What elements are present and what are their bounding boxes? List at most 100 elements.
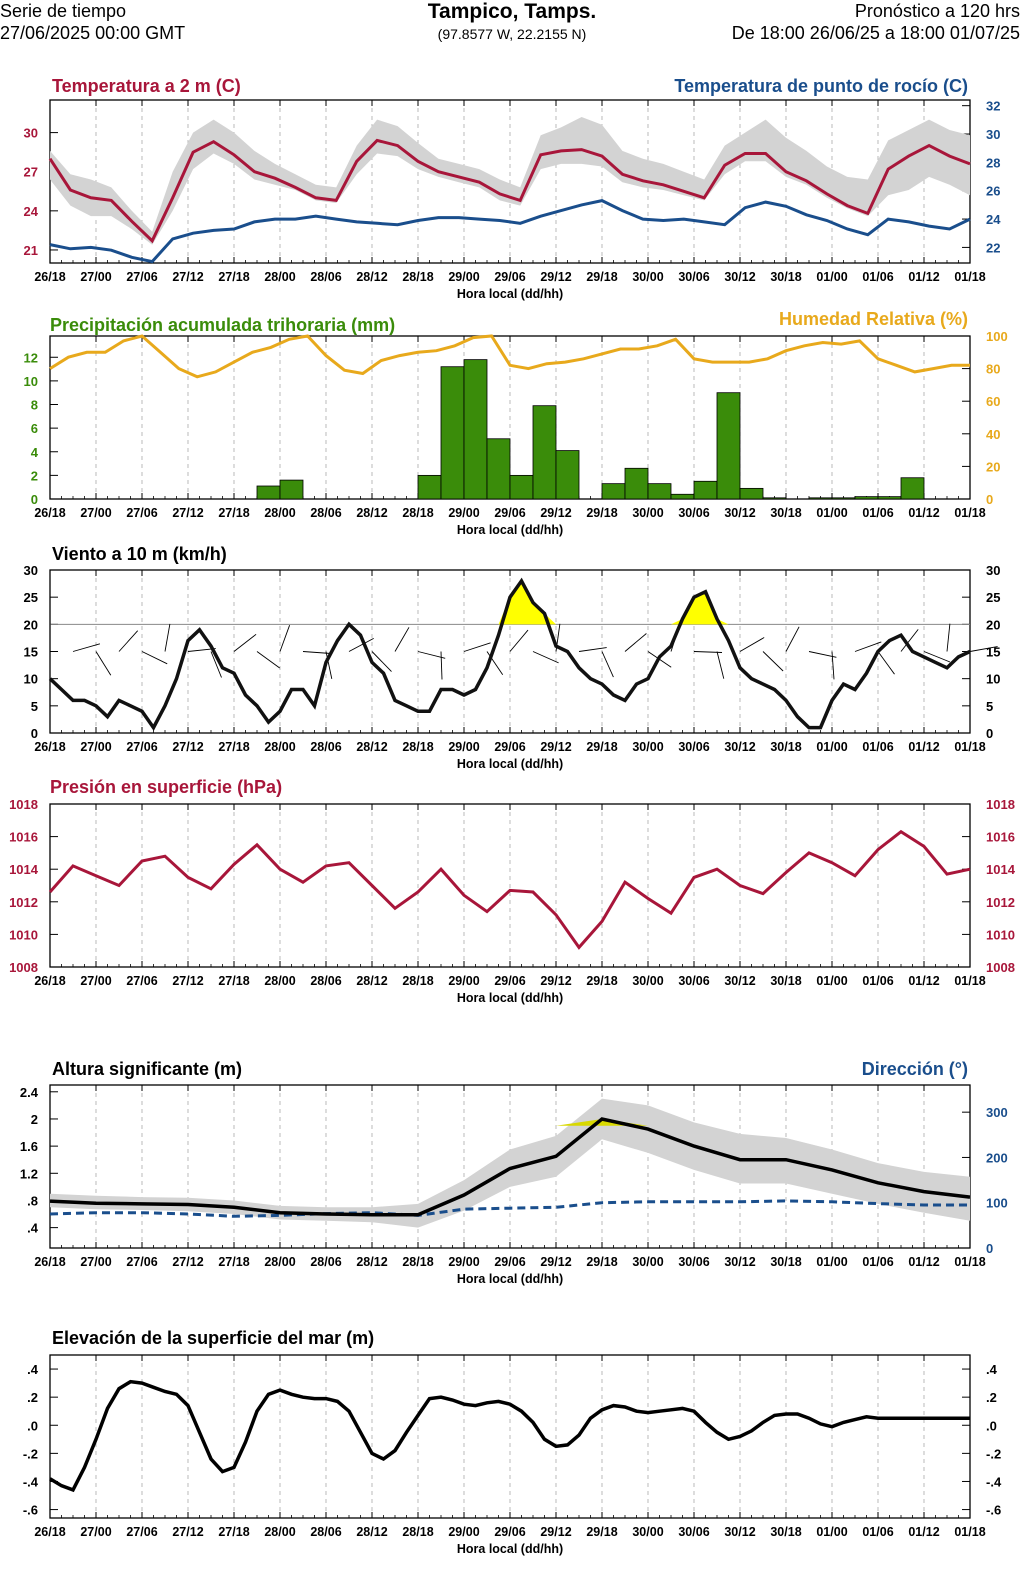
y-tick-label: 100	[986, 1196, 1008, 1211]
x-tick-label: 28/06	[310, 506, 341, 520]
precip-bar	[601, 483, 626, 500]
y-tick-label: 10	[24, 672, 38, 687]
wind-speed-line	[48, 577, 971, 731]
x-tick-label: 27/06	[126, 1525, 157, 1539]
y-tick-label: 80	[986, 362, 1000, 377]
precip-bar	[670, 493, 695, 500]
y-tick-label: 100	[986, 329, 1008, 344]
x-tick-label: 29/12	[540, 1255, 571, 1269]
precip-bar	[877, 496, 902, 500]
wind-barb	[601, 651, 614, 678]
y-tick-label: 26	[986, 184, 1000, 199]
y-tick-label: -.4	[986, 1474, 1002, 1489]
x-tick-label: 29/06	[494, 1525, 525, 1539]
dewpoint-line	[49, 199, 971, 264]
x-tick-label: 28/12	[356, 974, 387, 988]
series-label: Serie de tiempo	[0, 1, 127, 21]
y-tick-label: -.2	[23, 1446, 38, 1461]
y-tick-label: 1008	[986, 960, 1015, 975]
forecast-period: De 18:00 26/06/25 a 18:00 01/07/25	[731, 23, 1020, 43]
y-tick-label: 22	[986, 240, 1000, 255]
wind-barb	[72, 643, 101, 652]
x-tick-label: 27/06	[126, 974, 157, 988]
wind-above-threshold-fill	[533, 602, 545, 625]
header-right: Pronóstico a 120 hrs De 18:00 26/06/25 a…	[732, 0, 1020, 44]
precip-bar	[900, 477, 925, 500]
y-tick-label: .2	[27, 1390, 38, 1405]
x-tick-label: 30/00	[632, 270, 663, 284]
x-tick-label: 29/18	[586, 270, 617, 284]
y-tick-label: -.2	[986, 1446, 1001, 1461]
y-tick-label: 8	[31, 398, 38, 413]
precip-bar	[555, 450, 580, 500]
x-axis-label: Hora local (dd/hh)	[457, 757, 563, 771]
wind-barb	[325, 651, 333, 679]
x-tick-label: 27/12	[172, 974, 203, 988]
y-tick-label: 2	[31, 468, 38, 483]
x-tick-label: 27/18	[218, 740, 249, 754]
y-tick-label: .8	[27, 1193, 38, 1208]
wind-barb	[371, 651, 392, 672]
x-tick-label: 28/06	[310, 740, 341, 754]
y-tick-label: 30	[24, 563, 38, 578]
x-tick-label: 27/00	[80, 270, 111, 284]
wind-barb	[900, 629, 919, 652]
precip-bar	[831, 497, 856, 500]
y-tick-label: 0	[31, 492, 38, 507]
x-tick-label: 28/12	[356, 1255, 387, 1269]
wind-above-threshold-fill	[521, 580, 533, 625]
x-tick-label: 30/12	[724, 740, 755, 754]
y-tick-label: 1012	[986, 895, 1015, 910]
panel-temperature: 26/18 27/00 27/06 27/12 27/18 28/00 28/06 28/12…	[24, 76, 1002, 301]
y-tick-label: 5	[986, 699, 993, 714]
y-tick-label: 0	[986, 1241, 993, 1256]
x-tick-label: 28/18	[402, 1525, 433, 1539]
y-tick-label: 1.2	[20, 1166, 38, 1181]
x-tick-label: 29/18	[586, 740, 617, 754]
y-tick-label: 20	[24, 617, 38, 632]
y-tick-label: 15	[24, 645, 38, 660]
y-tick-label: 30	[986, 563, 1000, 578]
x-tick-label: 01/00	[816, 1525, 847, 1539]
x-tick-label: 01/06	[862, 740, 893, 754]
chart-title: Viento a 10 m (km/h)	[52, 544, 227, 564]
y-tick-label: 5	[31, 699, 38, 714]
x-tick-label: 01/12	[908, 506, 939, 520]
x-tick-label: 30/12	[724, 1255, 755, 1269]
x-axis-label: Hora local (dd/hh)	[457, 991, 563, 1005]
x-tick-label: 30/12	[724, 1525, 755, 1539]
y-tick-label: -.4	[23, 1474, 39, 1489]
x-tick-label: 30/06	[678, 270, 709, 284]
panel-pressure: 26/18 27/00 27/06 27/12 27/18 28/00 28/06 28/12…	[9, 777, 1016, 1005]
wave-direction-line	[49, 1199, 970, 1218]
panel-wind: 26/18 27/00 27/06 27/12 27/18 28/00 28/06 28/12…	[24, 544, 1001, 771]
precip-bar	[854, 496, 879, 500]
precip-bar	[716, 392, 741, 500]
x-tick-label: 28/18	[402, 270, 433, 284]
x-tick-label: 27/12	[172, 506, 203, 520]
x-tick-label: 01/18	[954, 1255, 985, 1269]
x-tick-label: 01/06	[862, 270, 893, 284]
wind-barb	[233, 633, 257, 652]
x-tick-label: 29/12	[540, 270, 571, 284]
precip-bar	[486, 438, 511, 500]
x-axis-label: Hora local (dd/hh)	[457, 523, 563, 537]
y-tick-label: 30	[24, 126, 38, 141]
x-tick-label: 30/12	[724, 270, 755, 284]
x-tick-label: 27/00	[80, 1255, 111, 1269]
wind-barb	[716, 651, 725, 679]
y-tick-label: 0	[986, 726, 993, 741]
x-tick-label: 01/00	[816, 740, 847, 754]
x-tick-label: 01/00	[816, 974, 847, 988]
x-tick-label: 01/00	[816, 1255, 847, 1269]
x-tick-label: 29/00	[448, 1525, 479, 1539]
y-tick-label: 25	[24, 590, 38, 605]
y-tick-label: 0	[31, 726, 38, 741]
y-tick-label: 24	[24, 204, 39, 219]
x-tick-label: 30/00	[632, 1255, 663, 1269]
x-tick-label: 26/18	[34, 1525, 65, 1539]
x-tick-label: 27/00	[80, 506, 111, 520]
wind-barb	[417, 651, 446, 659]
panel-waves: 26/18 27/00 27/06 27/12 27/18 28/00 28/06 28/12…	[20, 1059, 1008, 1286]
x-tick-label: 30/06	[678, 506, 709, 520]
